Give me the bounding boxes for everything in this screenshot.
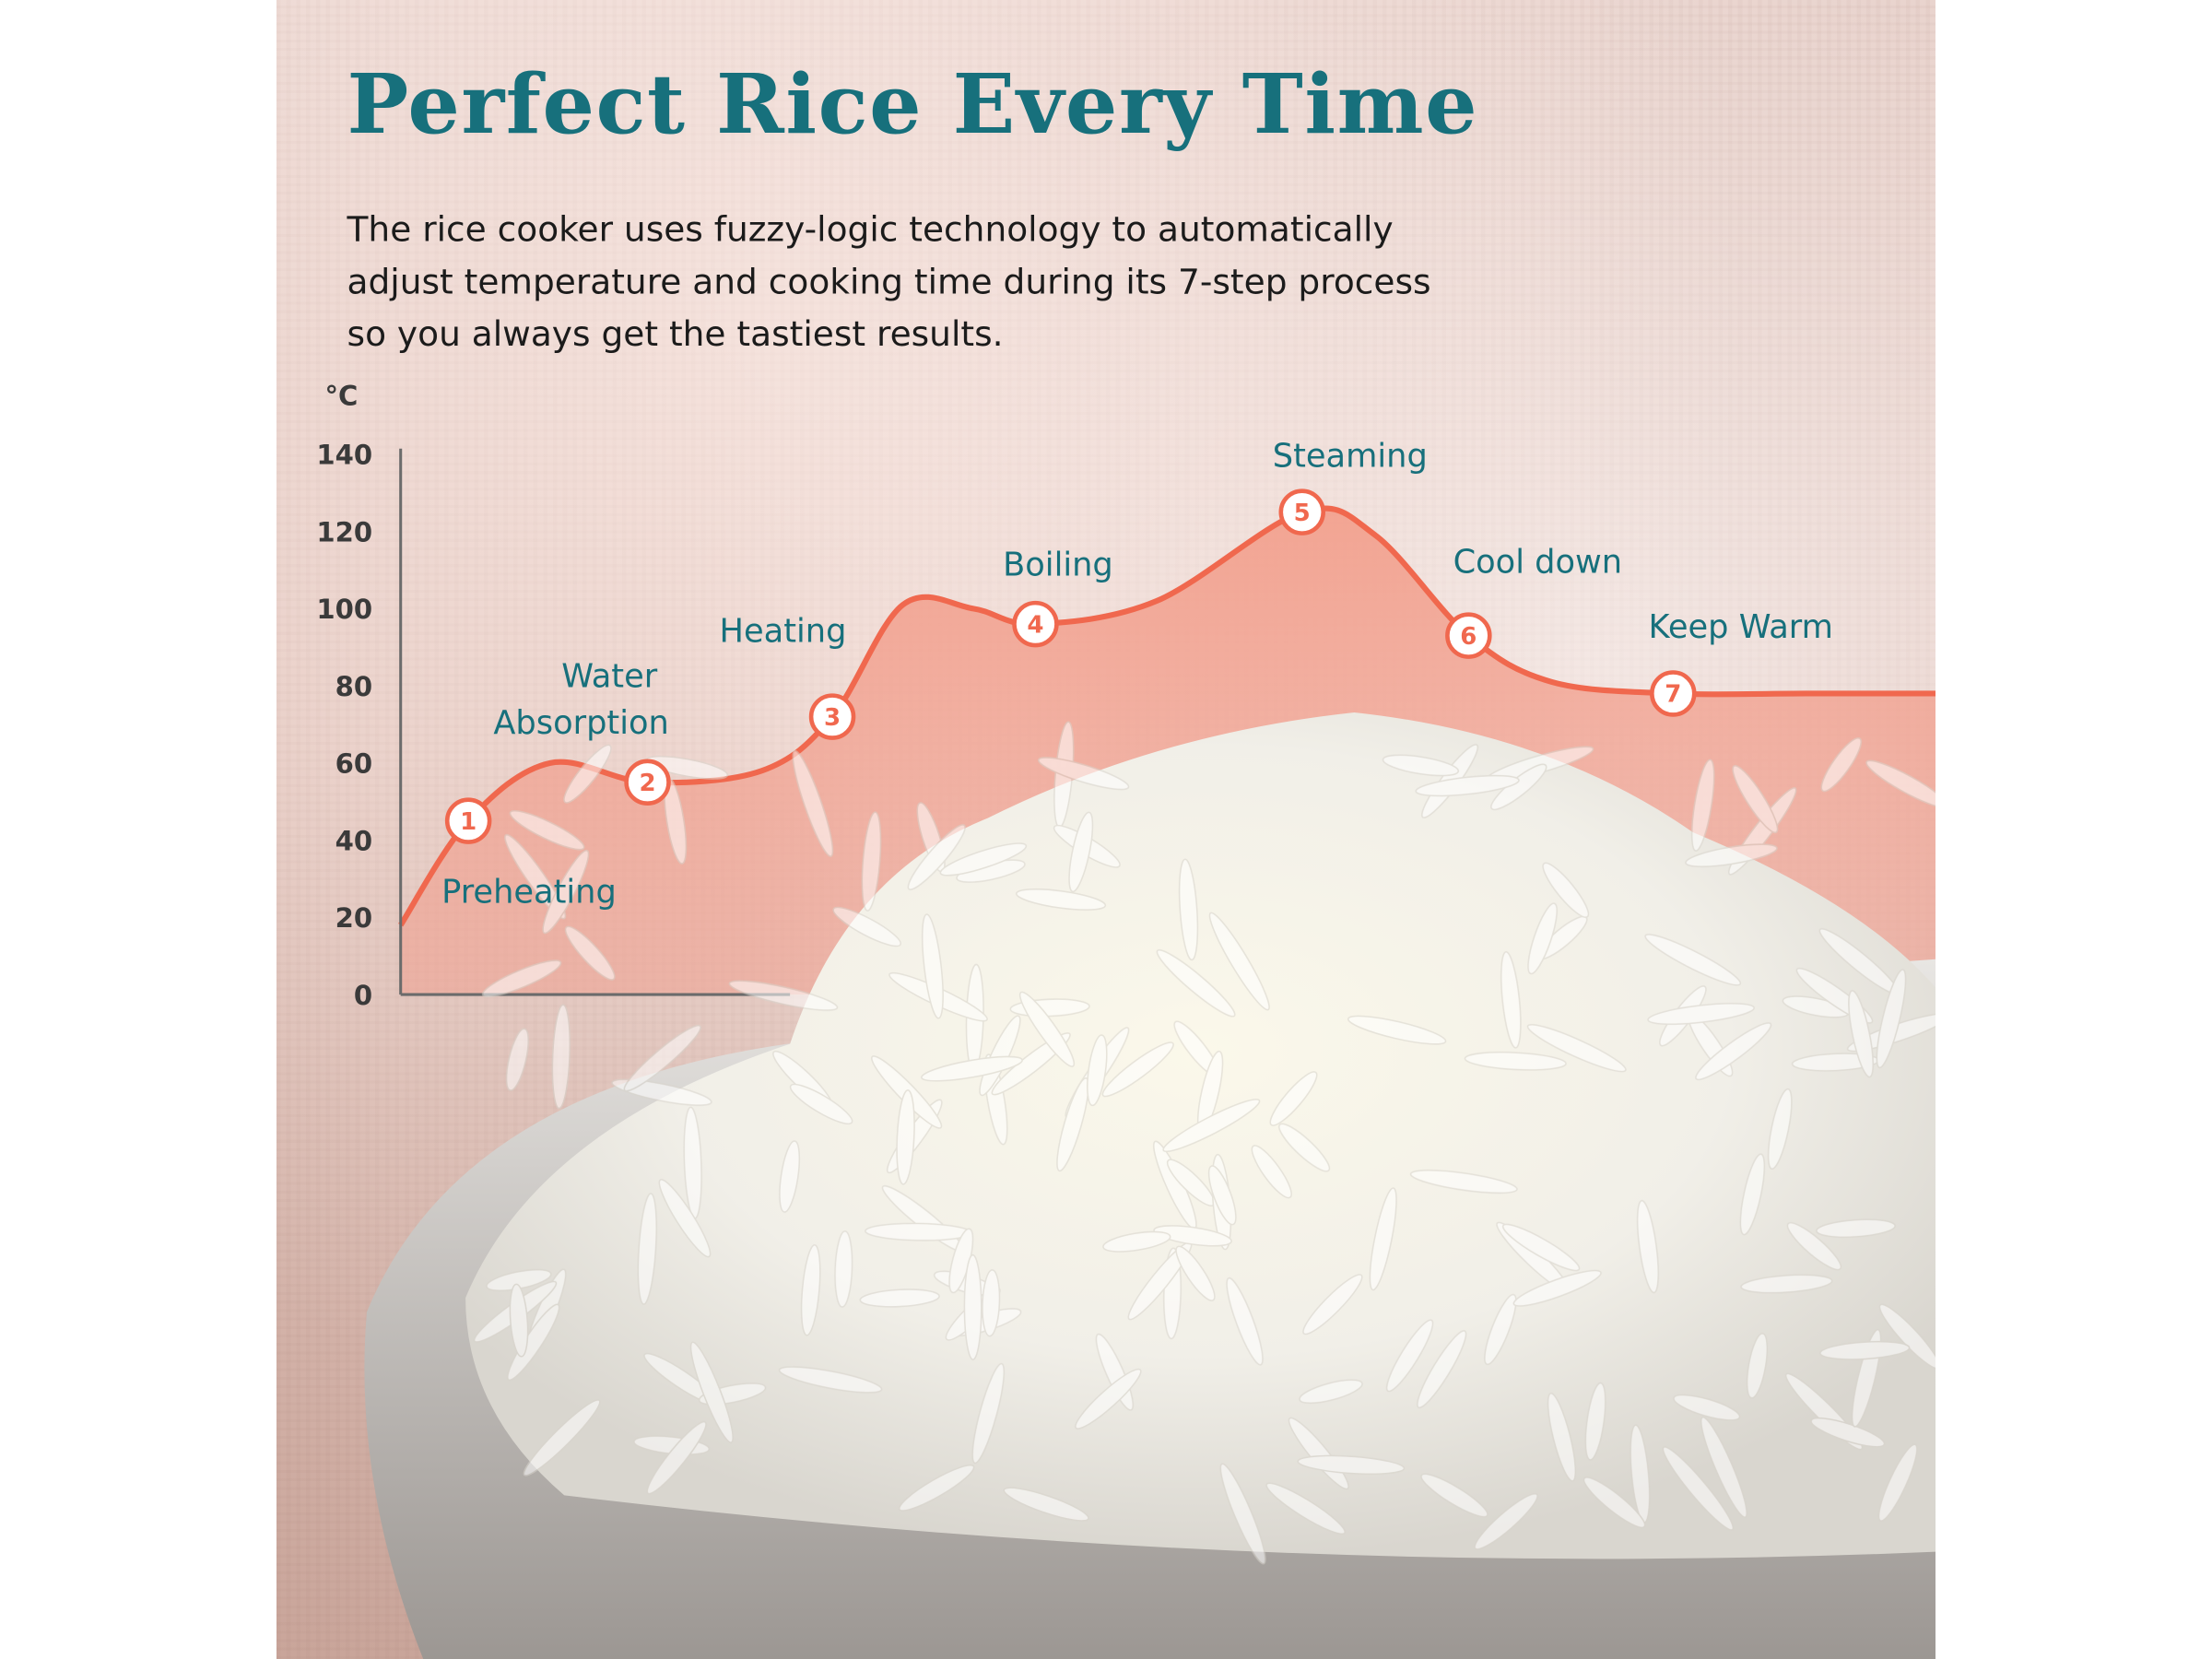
step-label-1: Preheating [441,874,617,912]
step-number: 1 [460,808,477,836]
step-marker-1: 1 [447,800,489,842]
y-axis-unit: °C [324,380,358,411]
step-marker-6: 6 [1447,615,1489,657]
temperature-chart: °C 0 20 40 60 80 100 120 140 1 Preheating 2 Water Ab… [0,0,2212,1659]
y-tick-label: 0 [354,980,372,1011]
rice-grain [502,1027,534,1092]
y-tick-label: 140 [316,440,372,471]
step-number: 5 [1294,500,1311,527]
y-tick-label: 120 [316,516,372,547]
step-label-4: Boiling [1003,546,1113,583]
step-marker-3: 3 [811,696,853,738]
step-label-2: Water [561,657,658,695]
step-marker-2: 2 [627,761,669,804]
step-label-3: Heating [720,612,847,650]
step-marker-4: 4 [1015,603,1057,645]
y-tick-label: 100 [316,594,372,625]
rice-grain [964,1255,982,1360]
y-tick-label: 80 [335,671,372,702]
step-label-2: Absorption [493,704,668,742]
step-marker-5: 5 [1281,491,1324,534]
step-label-6: Cool down [1453,543,1623,581]
y-tick-label: 40 [335,825,372,856]
y-tick-label: 20 [335,902,372,934]
step-number: 3 [824,704,841,732]
step-number: 2 [639,770,655,797]
y-tick-label: 60 [335,748,372,780]
infographic: Perfect Rice Every Time The rice cooker … [0,0,2212,1659]
step-number: 4 [1027,611,1043,639]
step-number: 6 [1460,623,1477,651]
step-number: 7 [1665,681,1681,709]
step-label-5: Steaming [1273,438,1428,476]
rice-grain [550,1005,571,1109]
step-marker-7: 7 [1652,673,1694,715]
step-label-7: Keep Warm [1649,608,1833,646]
